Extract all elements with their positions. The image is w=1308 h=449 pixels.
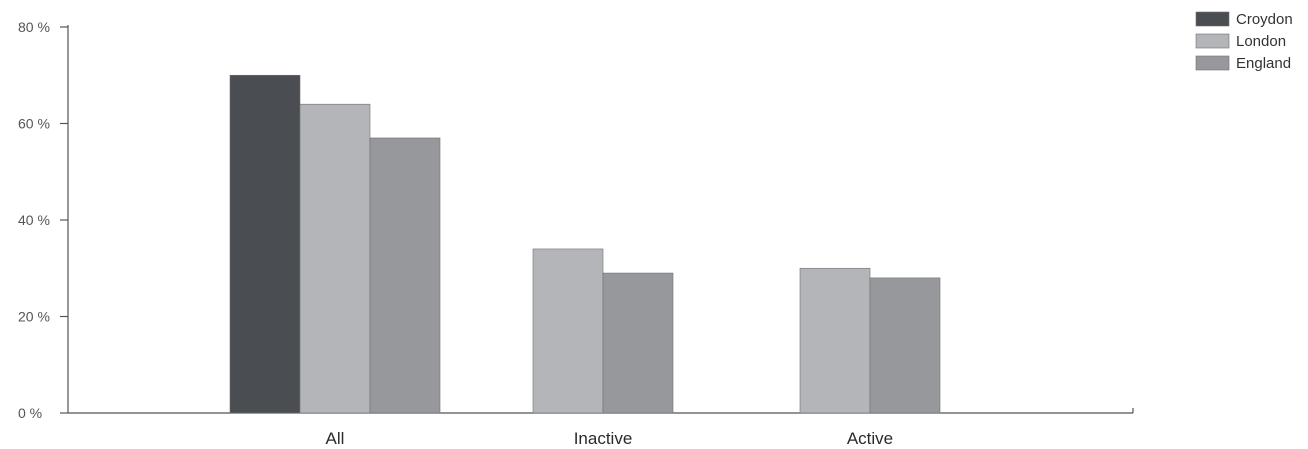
bar-active-london bbox=[799, 267, 871, 414]
legend-swatch-london bbox=[1195, 33, 1230, 49]
y-tick-label: 80 % bbox=[18, 19, 50, 35]
x-axis-labels: All Inactive Active bbox=[326, 429, 894, 448]
bar-all-london bbox=[299, 103, 371, 414]
y-axis-ticks: 0 % 20 % 40 % 60 % 80 % bbox=[18, 19, 68, 421]
y-tick-label: 20 % bbox=[18, 309, 50, 325]
legend-swatch-croydon bbox=[1195, 11, 1230, 27]
bar-all-england bbox=[369, 137, 441, 414]
bar-active-england bbox=[869, 277, 941, 414]
bar-all-croydon bbox=[229, 74, 301, 414]
chart-bars bbox=[229, 74, 941, 414]
legend-label: Croydon bbox=[1236, 11, 1293, 28]
x-category-label: Active bbox=[847, 429, 893, 448]
y-tick-label: 60 % bbox=[18, 116, 50, 132]
x-category-label: All bbox=[326, 429, 345, 448]
legend-swatch-england bbox=[1195, 55, 1230, 71]
legend-label: London bbox=[1236, 33, 1286, 50]
chart-legend: Croydon London England bbox=[1195, 11, 1293, 72]
bar-inactive-london bbox=[532, 248, 604, 414]
y-tick-label: 40 % bbox=[18, 212, 50, 228]
legend-label: England bbox=[1236, 55, 1291, 72]
bar-inactive-england bbox=[602, 272, 674, 414]
y-tick-label: 0 % bbox=[18, 405, 42, 421]
x-category-label: Inactive bbox=[574, 429, 633, 448]
